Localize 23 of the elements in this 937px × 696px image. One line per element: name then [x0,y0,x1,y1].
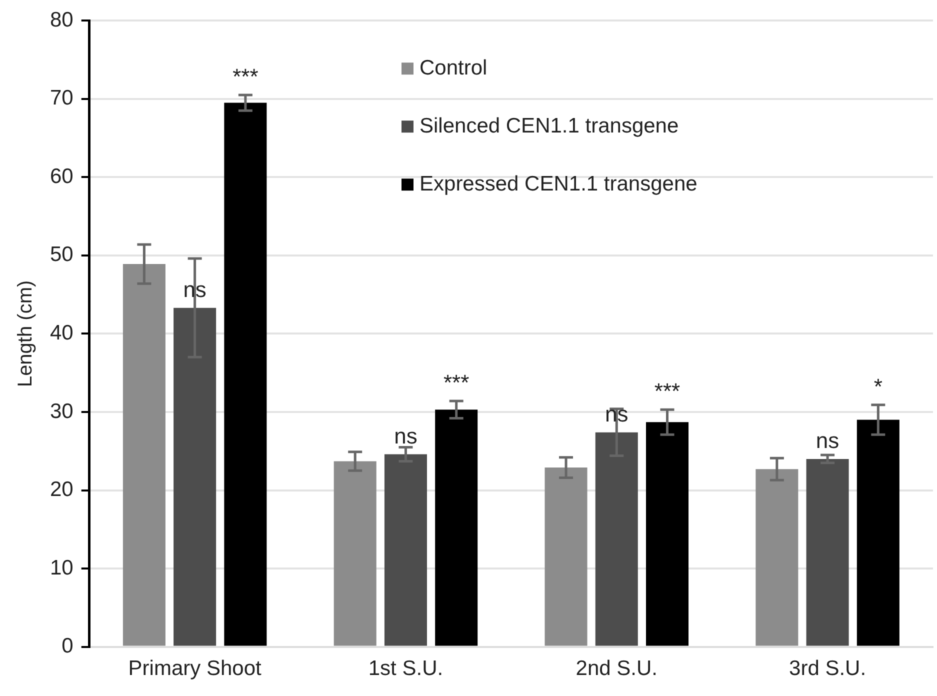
y-tick-label: 40 [50,321,74,344]
annotation: *** [232,64,259,90]
legend-label: Control [420,56,488,80]
y-tick-label: 10 [50,556,74,580]
x-tick-label: 3rd S.U. [789,657,866,680]
y-tick-label: 0 [62,634,74,658]
y-tick-label: 80 [50,8,74,32]
y-tick-label: 20 [50,478,74,502]
x-tick-label: 2nd S.U. [576,657,658,680]
y-tick-label: 60 [50,164,74,188]
annotation: ns [816,428,840,454]
legend-label: Silenced CEN1.1 transgene [420,114,679,138]
annotation: * [874,374,883,399]
y-tick-label: 50 [50,243,74,266]
y-tick-label: 70 [50,86,74,110]
annotation: *** [444,370,470,396]
x-tick-label: Primary Shoot [128,657,262,680]
annotation: ns [394,423,418,448]
y-axis-title: Length (cm) [14,280,37,388]
annotation: *** [654,378,681,404]
legend-label: Expressed CEN1.1 transgene [420,172,698,196]
x-tick-label: 1st S.U. [368,657,444,680]
y-tick-label: 30 [50,400,74,423]
